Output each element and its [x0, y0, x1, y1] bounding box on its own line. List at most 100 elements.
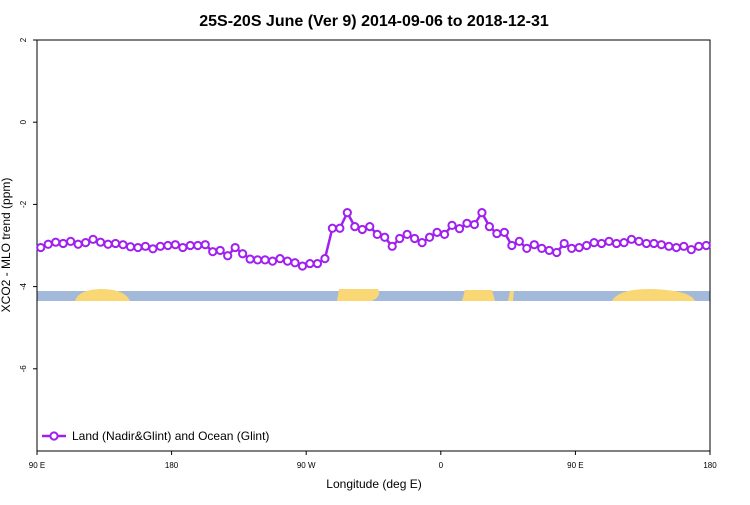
point: [103, 239, 113, 249]
y-tick-label: -4: [19, 282, 28, 290]
y-tick-label: -6: [19, 365, 28, 373]
point: [223, 251, 233, 261]
point: [178, 242, 188, 253]
point: [402, 229, 412, 240]
point: [492, 228, 502, 239]
point: [208, 247, 218, 257]
point: [679, 241, 689, 251]
point: [365, 221, 375, 232]
point: [507, 240, 517, 251]
point: [297, 261, 308, 271]
point: [417, 238, 427, 248]
point: [626, 234, 637, 244]
point: [537, 243, 547, 253]
point: [282, 256, 293, 266]
point: [514, 236, 524, 246]
point: [522, 243, 532, 253]
y-tick-label: 2: [19, 37, 28, 42]
point: [469, 219, 480, 230]
point: [51, 237, 61, 247]
point: [582, 240, 592, 251]
point: [200, 240, 210, 250]
point: [342, 208, 352, 218]
point: [95, 237, 106, 247]
point: [432, 227, 442, 237]
point: [664, 241, 674, 251]
point: [641, 238, 652, 249]
point: [424, 232, 435, 242]
point: [499, 227, 509, 237]
point: [320, 254, 330, 264]
chart-title: 25S-20S June (Ver 9) 2014-09-06 to 2018-…: [199, 13, 549, 30]
point: [335, 223, 345, 233]
point: [439, 229, 450, 240]
point: [140, 241, 151, 251]
point: [372, 229, 382, 240]
point: [604, 236, 614, 246]
x-tick-label: 0: [439, 461, 444, 470]
point: [327, 223, 337, 233]
point: [58, 238, 68, 249]
point: [193, 240, 203, 251]
x-axis-label: Longitude (deg E): [326, 477, 421, 491]
point: [671, 242, 681, 253]
point: [185, 240, 195, 251]
point: [350, 221, 360, 232]
point: [410, 233, 420, 244]
point: [447, 220, 457, 230]
point: [215, 245, 225, 256]
x-tick-label: 90 E: [29, 461, 45, 470]
point: [529, 240, 539, 250]
point: [81, 238, 91, 248]
point: [125, 242, 136, 252]
y-tick-label: 0: [19, 119, 28, 124]
point: [66, 236, 76, 246]
x-tick-label: 90 E: [567, 461, 583, 470]
point: [634, 236, 644, 246]
point: [544, 245, 554, 256]
point: [230, 242, 240, 253]
point: [552, 247, 562, 258]
point: [133, 242, 143, 253]
point: [611, 238, 622, 249]
point: [155, 241, 165, 251]
point: [73, 239, 83, 249]
point: [36, 242, 46, 253]
point: [163, 240, 173, 251]
point: [686, 245, 696, 255]
point: [454, 224, 465, 234]
point: [275, 254, 285, 264]
point: [649, 238, 659, 249]
point: [596, 238, 607, 249]
point: [462, 218, 472, 228]
point: [380, 232, 390, 242]
point: [559, 238, 569, 249]
x-tick-label: 180: [703, 461, 717, 470]
y-tick-label: -2: [19, 200, 28, 208]
point: [305, 258, 315, 269]
point: [395, 233, 405, 244]
point: [694, 241, 704, 251]
point: [238, 249, 248, 259]
point: [43, 239, 53, 249]
point: [267, 256, 278, 266]
y-axis-label: XCO2 - MLO trend (ppm): [0, 178, 13, 313]
x-tick-label: 90 W: [297, 461, 316, 470]
point: [387, 241, 397, 251]
point: [574, 242, 584, 253]
point: [148, 244, 158, 254]
point: [567, 243, 577, 253]
point: [245, 254, 255, 264]
point: [484, 221, 495, 232]
point: [357, 224, 367, 235]
point: [118, 240, 128, 250]
point: [260, 255, 270, 265]
point: [88, 234, 98, 244]
point: [290, 258, 300, 268]
point: [619, 238, 629, 248]
land-mask: [37, 289, 710, 301]
point: [252, 255, 263, 265]
legend-label: Land (Nadir&Glint) and Ocean (Glint): [72, 429, 269, 443]
point: [477, 208, 487, 218]
